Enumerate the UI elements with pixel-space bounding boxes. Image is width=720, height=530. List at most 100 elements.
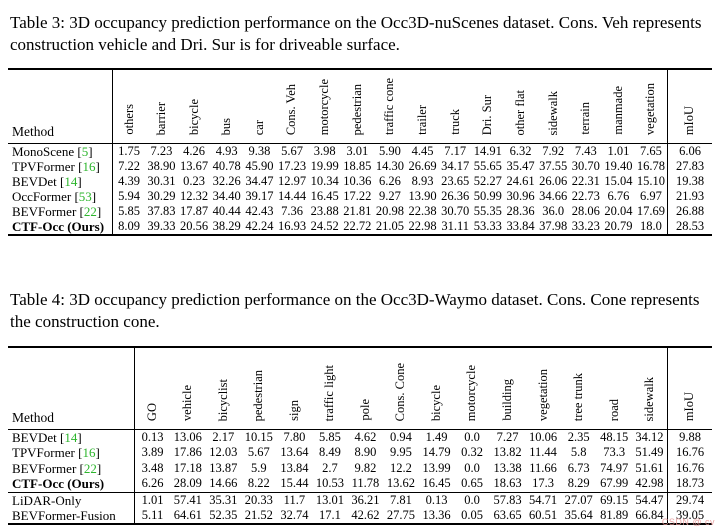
watermark: CSDN @ cv	[661, 517, 715, 527]
value-cell: 18.85	[343, 159, 372, 173]
method-name: CTF-Occ (Ours)	[12, 476, 105, 492]
citation-link[interactable]: [22]	[79, 460, 102, 476]
citation-number: 14	[64, 174, 78, 189]
value-cell: 15.04	[604, 174, 633, 188]
value-cell: 0.65	[461, 476, 483, 491]
table-row: BEVDet [14] 0.13 13.06 2.17 10.15 7.80 5.85 4.6…	[8, 429, 712, 446]
table-row: MonoScene [5] 1.75 7.23 4.26 4.93 9.38 5.67 3.9…	[8, 143, 712, 159]
value-cell: 11.78	[351, 476, 380, 491]
value-cell: 9.95	[390, 445, 412, 460]
value-cell: 10.15	[244, 430, 273, 444]
citation-link[interactable]: [22]	[79, 204, 102, 219]
method-name: BEVFormer	[12, 460, 77, 476]
value-cell: 9.27	[379, 189, 401, 203]
value-cell: 3.98	[313, 144, 336, 158]
value-cell: 7.81	[383, 491, 419, 509]
column-header-go: GO	[134, 346, 171, 430]
citation-link[interactable]: [53]	[74, 189, 97, 204]
value-cell: 8.29	[567, 476, 590, 491]
table-row: CTF-Occ (Ours) 8.09 39.33 20.56 38.29 42.24 16…	[8, 219, 712, 236]
method-cell: BEVFormer [22]	[8, 461, 135, 476]
value-cell: 7.22	[112, 159, 146, 174]
value-cell: 5.11	[134, 508, 171, 526]
citation-link[interactable]: [5]	[77, 144, 93, 159]
miou-cell: 19.38	[667, 174, 712, 189]
value-cell: 39.33	[145, 219, 178, 236]
value-cell: 74.97	[600, 460, 629, 475]
miou-cell: 16.76	[667, 460, 712, 477]
citation-link[interactable]: [14]	[60, 430, 82, 445]
citation-link[interactable]: [16]	[78, 159, 100, 174]
value-cell: 17.22	[343, 189, 372, 203]
value-cell: 22.31	[571, 174, 600, 188]
column-header-other-flat: other flat	[504, 68, 537, 144]
citation-link[interactable]: [16]	[78, 445, 100, 461]
value-cell: 30.29	[147, 189, 176, 203]
value-cell: 2.35	[567, 430, 590, 444]
column-header-miou: mIoU	[667, 68, 712, 144]
value-cell: 21.52	[241, 508, 277, 526]
miou-cell: 29.74	[667, 491, 712, 509]
column-header-label: vegetation	[643, 82, 658, 135]
value-cell: 17.1	[312, 508, 348, 526]
value-cell: 42.98	[635, 476, 664, 491]
value-cell: 2.17	[212, 430, 235, 444]
column-header-label: mIoU	[682, 105, 697, 135]
value-cell: 32.26	[212, 174, 241, 188]
value-cell: 13.06	[173, 430, 202, 444]
column-header-traffic-cone: traffic cone	[373, 68, 407, 144]
method-column-header: Method	[8, 68, 113, 144]
value-cell: 17.18	[173, 460, 202, 475]
value-cell: 0.0	[464, 460, 480, 475]
value-cell: 9.38	[248, 144, 271, 158]
value-cell: 13.64	[280, 445, 309, 460]
value-cell: 13.90	[408, 189, 437, 203]
value-cell: 34.12	[635, 430, 664, 444]
value-cell: 5.90	[379, 144, 401, 158]
column-header-label: pedestrian	[349, 83, 364, 135]
value-cell: 54.71	[525, 491, 561, 509]
value-cell: 55.65	[473, 159, 502, 173]
value-cell: 5.8	[570, 445, 587, 460]
value-cell: 6.73	[567, 460, 590, 475]
citation-number: 14	[64, 430, 78, 445]
value-cell: 19.40	[604, 159, 633, 173]
value-cell: 21.81	[343, 204, 372, 218]
value-cell: 11.7	[276, 491, 313, 509]
table4-occ3d-waymo: Method GO vehicle bicyclist pedestrian sign tr…	[8, 346, 712, 526]
value-cell: 6.26	[379, 174, 401, 188]
value-cell: 1.01	[607, 144, 630, 158]
value-cell: 42.24	[243, 219, 276, 236]
citation-number: 53	[78, 189, 92, 204]
table-row: TPVFormer [16] 3.89 17.86 12.03 5.67 13.64 8.4…	[8, 445, 712, 461]
value-cell: 40.78	[212, 159, 241, 173]
table-row: CTF-Occ (Ours) 6.26 28.09 14.66 8.22 15.44 10.…	[8, 476, 712, 493]
value-cell: 17.69	[636, 204, 665, 218]
column-header-label: trailer	[415, 105, 430, 135]
value-cell: 35.64	[560, 508, 597, 526]
value-cell: 7.80	[283, 430, 306, 444]
column-header-motorcycle: motorcycle	[454, 346, 490, 430]
value-cell: 8.09	[112, 219, 146, 236]
value-cell: 16.45	[310, 189, 339, 203]
column-header-label: road	[606, 398, 621, 421]
column-header-traffic-light: traffic light	[312, 346, 348, 430]
value-cell: 12.03	[209, 445, 238, 460]
value-cell: 16.93	[275, 219, 309, 236]
value-cell: 27.75	[383, 508, 419, 526]
column-header-label: traffic cone	[382, 77, 397, 135]
column-header-label: bicycle	[186, 98, 201, 135]
value-cell: 6.26	[134, 476, 171, 493]
value-cell: 11.66	[529, 460, 557, 475]
method-name: LiDAR-Only	[12, 492, 82, 508]
value-cell: 1.49	[425, 430, 448, 444]
column-header-label: tree trunk	[571, 372, 586, 421]
value-cell: 36.0	[542, 204, 565, 218]
column-header-label: sidewalk	[641, 376, 656, 421]
column-header-miou: mIoU	[667, 346, 712, 430]
value-cell: 26.06	[539, 174, 568, 188]
table-row: BEVFormer [22] 5.85 37.83 17.87 40.44 42.43 7.…	[8, 204, 712, 219]
citation-link[interactable]: [14]	[60, 174, 82, 189]
value-cell: 12.97	[277, 174, 307, 188]
